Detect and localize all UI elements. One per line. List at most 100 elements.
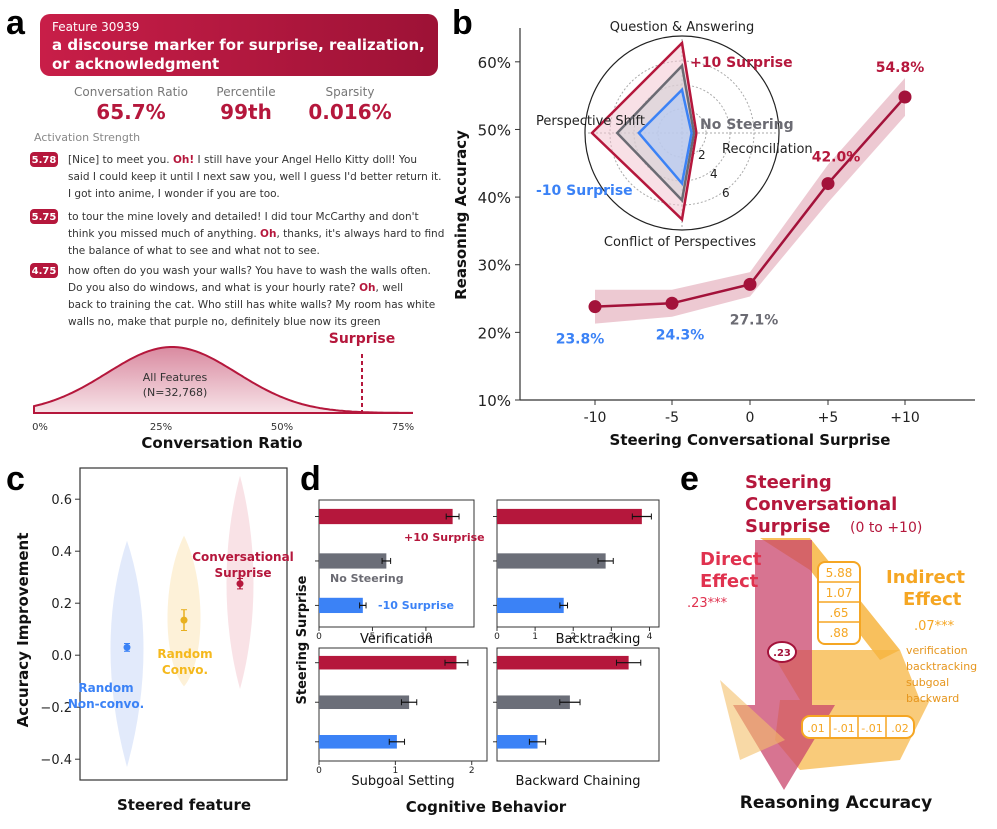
b-data-point <box>743 277 757 291</box>
stat-label-percentile: Percentile <box>216 85 275 99</box>
c-y-tick-label: −0.4 <box>40 753 72 768</box>
c-y-tick-label: 0.6 <box>51 493 72 508</box>
e-title-1: Steering <box>745 472 832 493</box>
feature-desc-line2: or acknowledgment <box>52 55 219 73</box>
d-bar <box>319 735 397 749</box>
b-x-tick-label: -5 <box>665 410 679 426</box>
dist-tick-50: 50% <box>271 422 293 433</box>
d-subplot-title: Backtracking <box>556 632 641 647</box>
activation-badge <box>30 263 58 278</box>
d-bar <box>319 508 453 525</box>
d-x-tick-label: 1 <box>392 766 398 776</box>
panel-letter-b: b <box>452 4 473 42</box>
a-path-verification: 5.88 <box>826 566 853 580</box>
mediator-backward: backward <box>906 692 959 705</box>
c-y-tick-label: 0.2 <box>51 597 72 612</box>
d-bar <box>319 597 363 614</box>
a-path-backtracking: 1.07 <box>826 586 853 600</box>
direct-effect-1: Direct <box>700 549 762 570</box>
example-text: [Nice] to meet you. <box>68 154 173 166</box>
b-y-tick-label: 40% <box>478 189 511 207</box>
radar-ring-label: 4 <box>710 167 718 181</box>
example-line: said I could keep it until I next saw yo… <box>68 171 441 183</box>
d-y-title: Steering Surprise <box>295 575 310 704</box>
activation-score: 5.75 <box>32 212 57 223</box>
a-path-backward: .88 <box>829 626 848 640</box>
d-x-tick-label: 4 <box>647 632 653 642</box>
b-data-label: 42.0% <box>812 150 861 166</box>
d-x-tick-label: 1 <box>532 632 538 642</box>
example-text: , well <box>376 282 404 294</box>
feature-stats: Conversation Ratio 65.7% Percentile 99th… <box>74 85 392 124</box>
b-x-tick-label: 0 <box>746 410 755 426</box>
b-y-tick-label: 20% <box>478 324 511 342</box>
example-highlight: Oh! <box>173 154 194 166</box>
b-data-label: 27.1% <box>730 312 779 328</box>
b-x-title: Steering Conversational Surprise <box>610 431 891 449</box>
d-bar <box>497 597 564 614</box>
c-group-label: Random <box>78 681 133 695</box>
example-line: the balance of what to see and what not … <box>68 245 320 257</box>
b-data-point <box>821 177 835 191</box>
b-data-label: 24.3% <box>656 327 705 343</box>
c-y-title: Accuracy Improvement <box>14 533 32 728</box>
dist-tick-25: 25% <box>150 422 172 433</box>
d-bar <box>319 655 457 670</box>
mediator-verification: verification <box>906 644 968 657</box>
radar-legend-nosteer: No Steering <box>700 117 794 133</box>
example-highlight: Oh <box>260 228 276 240</box>
example-line: think you missed much of anything. Oh, t… <box>68 228 444 240</box>
d-bar <box>497 508 642 525</box>
panel-letter-c: c <box>6 460 25 498</box>
dist-x-title: Conversation Ratio <box>141 434 302 452</box>
radar-axis-label: Perspective Shift <box>536 114 645 129</box>
d-x-tick-label: 2 <box>469 766 475 776</box>
b-path-backtracking: -.01 <box>833 722 854 735</box>
c-mean-point <box>236 580 244 588</box>
example-text: , thanks, it's always hard to find <box>276 228 444 240</box>
d-x-tick-label: 0 <box>494 632 500 642</box>
example-highlight: Oh <box>359 282 375 294</box>
d-x-tick-label: 5 <box>370 632 376 642</box>
b-path-subgoal: -.01 <box>861 722 882 735</box>
d-subplot-title: Backward Chaining <box>516 774 641 789</box>
example-text: walls no, make that purple no, definitel… <box>68 316 381 328</box>
d-legend-minus10: -10 Surprise <box>378 599 454 612</box>
panel-b: b 10% 20% 30% 40% 50% 60% -10 -5 0 +5 +10 23.8% 24.3… <box>452 4 975 449</box>
d-subplot-title: Subgoal Setting <box>351 774 454 789</box>
b-y-tick-label: 60% <box>478 54 511 72</box>
b-y-tick-label: 10% <box>478 392 511 410</box>
b-y-tick-label: 50% <box>478 121 511 139</box>
direct-badge <box>767 641 797 663</box>
panel-letter-a: a <box>6 4 26 42</box>
radar-axis-label: Reconciliation <box>722 142 813 157</box>
d-x-title: Cognitive Behavior <box>406 798 567 816</box>
c-y-tick-label: 0.0 <box>51 649 72 664</box>
dist-label-2: (N=32,768) <box>143 386 208 399</box>
activation-strength-label: Activation Strength <box>34 131 140 144</box>
b-y-tick-label: 30% <box>478 257 511 275</box>
b-x-tick-label: +5 <box>818 410 839 426</box>
radar-legend-plus10: +10 Surprise <box>690 55 793 71</box>
d-bar <box>497 553 606 569</box>
c-group-label: Random <box>157 647 212 661</box>
direct-badge-value: .23 <box>773 648 791 659</box>
radar-legend-minus10: -10 Surprise <box>536 183 633 199</box>
indirect-effect-1: Indirect <box>886 567 965 588</box>
e-title-range: (0 to +10) <box>850 520 922 536</box>
c-plot-frame <box>79 467 288 781</box>
d-legend-nosteer: No Steering <box>330 572 404 585</box>
surprise-marker-label: Surprise <box>329 331 396 347</box>
panel-e: e Steering Conversational Surprise (0 to… <box>680 460 977 813</box>
indirect-effect-value: .07*** <box>914 619 955 634</box>
example-line: Do you also do windows, and what is your… <box>68 282 403 294</box>
indirect-arrow-a <box>760 538 900 660</box>
c-mean-point <box>180 616 188 624</box>
accuracy-improvement-chart: −0.4 −0.2 0.0 0.2 0.4 0.6 Random Non-convo. Rand… <box>40 467 294 781</box>
panel-letter-d: d <box>300 460 321 498</box>
d-bar <box>497 735 538 749</box>
activation-badge <box>30 152 58 167</box>
d-x-tick-label: 2 <box>570 632 576 642</box>
